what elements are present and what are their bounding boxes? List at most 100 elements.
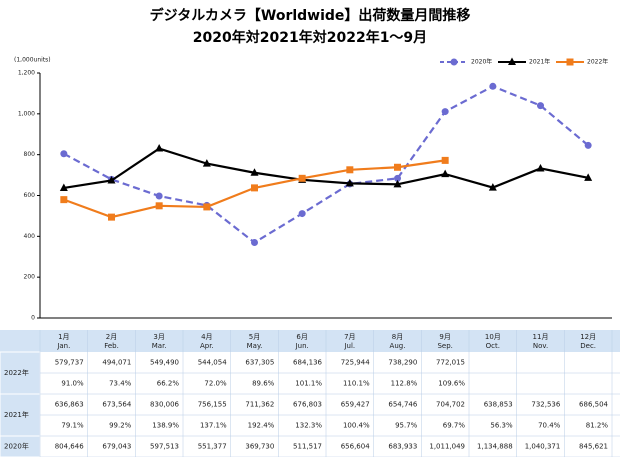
point <box>59 183 68 191</box>
cell: 56.3% <box>490 422 513 430</box>
point <box>584 173 593 181</box>
point <box>298 174 306 182</box>
column-header: Mar. <box>152 342 167 350</box>
column-header: 10月 <box>485 333 501 341</box>
y-tick-label: 1,200 <box>18 70 35 77</box>
column-header: Aug. <box>390 342 406 350</box>
cell: 804,646 <box>55 443 84 451</box>
series-line <box>63 85 589 244</box>
chart-subtitle: 2020年対2021年対2022年1〜9月 <box>193 29 427 46</box>
point <box>394 163 401 171</box>
cell: 1,134,888 <box>477 443 513 451</box>
cell: 579,737 <box>55 359 84 367</box>
cell: 100.4% <box>343 422 370 430</box>
point <box>155 192 163 200</box>
cell: 636,863 <box>55 401 84 409</box>
cell: 95.7% <box>395 422 418 430</box>
point <box>537 102 544 110</box>
cell: 81.2% <box>586 422 609 430</box>
row-label: 2021年 <box>4 410 29 419</box>
column-header: 9月 <box>439 333 450 341</box>
column-header: Sep. <box>437 342 452 350</box>
cell: 704,702 <box>436 401 465 409</box>
cell: 112.8% <box>391 380 418 388</box>
column-header: Jul. <box>343 342 355 350</box>
point <box>298 210 306 218</box>
column-header: 6月 <box>296 333 307 341</box>
column-header: 8月 <box>392 333 403 341</box>
cell: 66.2% <box>157 380 180 388</box>
point <box>251 184 258 192</box>
cell: 732,536 <box>531 401 560 409</box>
cell: 494,071 <box>102 359 131 367</box>
column-header: 4月 <box>201 333 212 341</box>
point <box>250 168 259 176</box>
column-header: 1月 <box>58 333 69 341</box>
table-header-bg <box>0 330 620 352</box>
cell: 638,853 <box>484 401 513 409</box>
cell: 845,621 <box>579 443 608 451</box>
cell: 109.6% <box>438 380 465 388</box>
column-header: Jan. <box>56 342 70 350</box>
point <box>346 166 354 174</box>
point <box>394 174 401 182</box>
cell: 549,490 <box>150 359 179 367</box>
point <box>441 169 450 178</box>
y-tick-label: 800 <box>24 151 36 158</box>
series-line <box>63 147 589 190</box>
legend-label: 2020年 <box>471 58 492 66</box>
point <box>489 82 497 90</box>
cell: 69.7% <box>443 422 466 430</box>
column-header: Oct. <box>486 342 500 350</box>
y-tick-label: 600 <box>24 192 36 199</box>
point <box>393 179 402 188</box>
row-label: 2022年 <box>4 368 29 377</box>
column-header: Nov. <box>533 342 548 350</box>
point <box>251 239 258 247</box>
cell: 132.3% <box>295 422 322 430</box>
cell: 138.9% <box>152 422 179 430</box>
point <box>155 144 164 152</box>
legend-marker <box>450 58 458 66</box>
column-header: 3月 <box>153 333 164 341</box>
column-header: May. <box>247 342 263 350</box>
cell: 738,290 <box>388 359 417 367</box>
column-header: Jun. <box>295 342 309 350</box>
legend-marker <box>508 57 516 65</box>
cell: 659,427 <box>341 401 370 409</box>
y-unit: (1,000units) <box>14 57 51 64</box>
legend-label: 2022年 <box>587 58 608 66</box>
point <box>60 150 68 158</box>
legend-marker <box>566 58 574 66</box>
column-header: Feb. <box>104 342 119 350</box>
cell: 1,040,371 <box>525 443 561 451</box>
y-tick-label: 1,000 <box>18 110 35 117</box>
point <box>155 202 163 210</box>
cell: 89.6% <box>252 380 275 388</box>
column-header: 12月 <box>580 333 596 341</box>
row-label-bg <box>0 393 41 437</box>
column-header: Dec. <box>580 342 596 350</box>
cell: 711,362 <box>245 401 274 409</box>
cell: 597,513 <box>150 443 179 451</box>
cell: 137.1% <box>200 422 227 430</box>
column-header: 5月 <box>249 333 260 341</box>
point <box>108 213 115 221</box>
cell: 676,803 <box>293 401 322 409</box>
cell: 91.0% <box>61 380 84 388</box>
cell: 772,015 <box>436 359 465 367</box>
cell: 756,155 <box>198 401 227 409</box>
point <box>536 163 545 172</box>
cell: 656,604 <box>341 443 370 451</box>
cell: 654,746 <box>388 401 417 409</box>
cell: 830,006 <box>150 401 179 409</box>
row-label: 2020年 <box>4 442 29 451</box>
cell: 99.2% <box>109 422 132 430</box>
cell: 673,564 <box>102 401 131 409</box>
point <box>488 183 497 191</box>
cell: 679,043 <box>102 443 131 451</box>
column-header: Apr. <box>200 342 214 350</box>
y-tick-label: 400 <box>24 233 36 240</box>
point <box>107 175 116 184</box>
